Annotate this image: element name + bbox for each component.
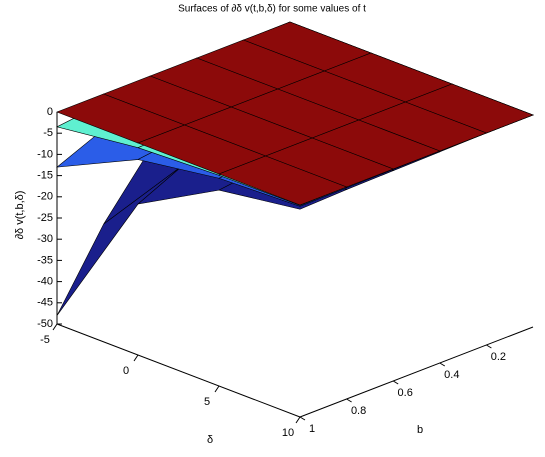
x-tick-label: 5	[204, 396, 210, 408]
x-tick	[52, 323, 58, 331]
y-axis-label: b	[417, 424, 423, 436]
z-tick-label: -25	[37, 212, 53, 224]
y-tick-label: 0.2	[491, 351, 506, 363]
axis-line	[56, 323, 301, 418]
x-tick	[133, 354, 139, 362]
y-tick	[299, 416, 306, 421]
z-tick-label: -30	[37, 233, 53, 245]
z-tick-label: -40	[37, 276, 53, 288]
z-tick-label: -20	[37, 191, 53, 203]
y-tick-label: 0.8	[351, 405, 366, 417]
z-tick-label: -50	[37, 318, 53, 330]
y-tick	[439, 362, 446, 367]
y-tick	[486, 344, 492, 349]
y-tick-label: 0.4	[444, 369, 459, 381]
z-axis-label: ∂δ v(t,b,δ)	[14, 191, 26, 240]
z-tick-label: 0	[47, 106, 53, 118]
z-tick-label: -10	[37, 148, 53, 160]
chart-title: Surfaces of ∂δ v(t,b,δ) for some values …	[178, 4, 366, 15]
z-tick-label: -35	[37, 254, 53, 266]
y-tick-label: 0.6	[398, 387, 413, 399]
surface-patch	[218, 155, 348, 206]
axis-line	[299, 326, 534, 418]
z-tick-label: -15	[37, 170, 53, 182]
y-tick-label: 1	[309, 423, 315, 435]
z-tick-label: -5	[43, 127, 53, 139]
z-tick-label: -45	[37, 297, 53, 309]
x-tick-label: 10	[282, 427, 294, 439]
x-axis-label: δ	[207, 434, 213, 446]
y-tick	[392, 380, 399, 385]
x-tick-label: -5	[40, 334, 50, 346]
x-tick	[214, 385, 220, 393]
x-tick-label: 0	[123, 365, 129, 377]
x-tick	[295, 416, 301, 424]
y-tick	[346, 398, 352, 403]
